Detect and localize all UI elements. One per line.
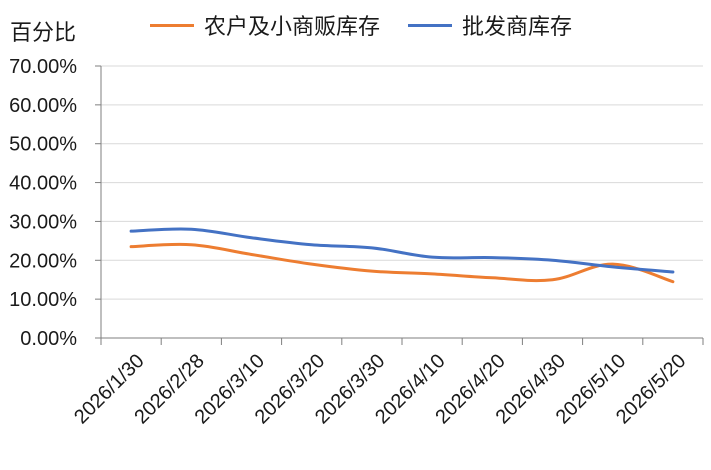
legend-swatch-series-0 bbox=[150, 23, 194, 27]
legend-label-series-1: 批发商库存 bbox=[462, 15, 573, 40]
y-tick-label: 30.00% bbox=[9, 211, 77, 233]
data-point-series-0 bbox=[611, 263, 614, 266]
data-point-series-0 bbox=[310, 263, 313, 266]
data-point-series-1 bbox=[310, 243, 313, 246]
y-axis-unit-label: 百分比 bbox=[10, 21, 77, 46]
legend-label-series-0: 农户及小商贩库存 bbox=[204, 15, 381, 40]
legend: 农户及小商贩库存 批发商库存 bbox=[150, 9, 572, 41]
data-point-series-0 bbox=[130, 245, 133, 248]
y-tick-label: 10.00% bbox=[9, 289, 77, 311]
series-line-1 bbox=[129, 227, 675, 274]
data-point-series-0 bbox=[491, 276, 494, 279]
legend-item-series-1: 批发商库存 bbox=[408, 9, 572, 41]
y-tick-label: 50.00% bbox=[9, 134, 77, 156]
data-point-series-0 bbox=[370, 270, 373, 273]
data-point-series-1 bbox=[491, 256, 494, 259]
data-point-series-0 bbox=[250, 253, 253, 256]
y-tick-label: 0.00% bbox=[20, 328, 77, 350]
data-point-series-1 bbox=[130, 230, 133, 233]
data-point-series-1 bbox=[431, 256, 434, 259]
data-point-series-1 bbox=[671, 270, 674, 273]
legend-item-series-0: 农户及小商贩库存 bbox=[150, 9, 380, 41]
legend-swatch-series-1 bbox=[408, 23, 453, 27]
data-point-series-1 bbox=[250, 236, 253, 239]
data-point-series-0 bbox=[671, 280, 674, 283]
y-tick-label: 40.00% bbox=[9, 173, 77, 195]
data-point-series-0 bbox=[190, 243, 193, 246]
data-point-series-1 bbox=[370, 246, 373, 249]
series-line-0 bbox=[129, 242, 675, 284]
data-point-series-1 bbox=[551, 259, 554, 262]
y-tick-label: 20.00% bbox=[9, 250, 77, 272]
y-tick-label: 60.00% bbox=[9, 95, 77, 117]
data-point-series-0 bbox=[431, 272, 434, 275]
data-point-series-0 bbox=[551, 278, 554, 281]
y-tick-label: 70.00% bbox=[9, 56, 77, 78]
data-point-series-1 bbox=[190, 228, 193, 231]
data-point-series-1 bbox=[611, 265, 614, 268]
